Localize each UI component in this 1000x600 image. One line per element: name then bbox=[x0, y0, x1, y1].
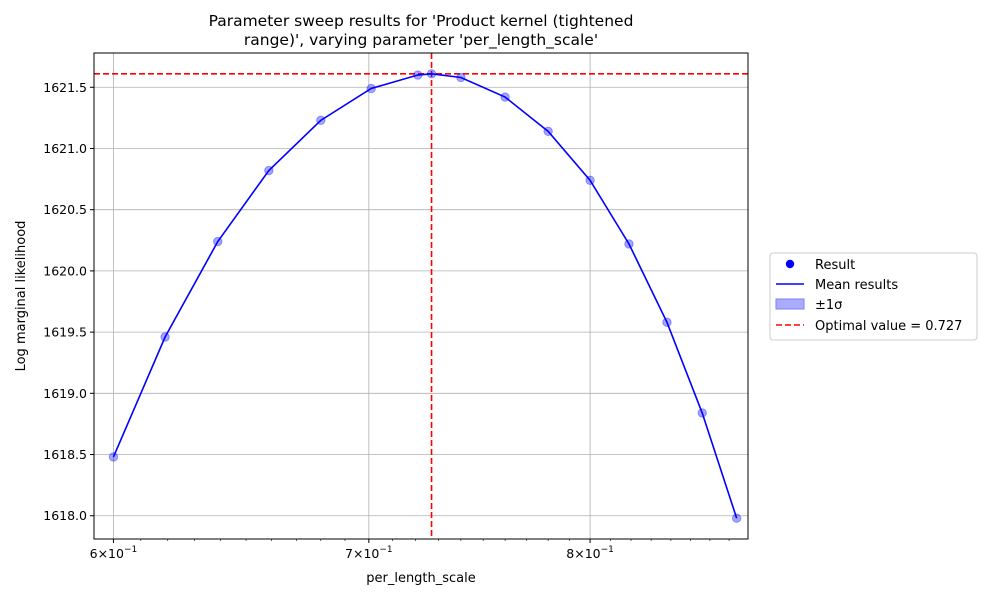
legend: Result Mean results ±1σ Optimal value = … bbox=[769, 252, 978, 341]
y-axis-label: Log marginal likelihood bbox=[14, 221, 29, 372]
legend-mean-label: Mean results bbox=[815, 278, 898, 293]
result-points bbox=[108, 69, 742, 523]
result-point bbox=[426, 69, 437, 79]
y-tick-label: 1620.5 bbox=[43, 202, 87, 217]
result-point bbox=[456, 72, 466, 83]
plot-area-frame bbox=[93, 52, 749, 540]
result-point bbox=[264, 165, 274, 176]
y-tick-label: 1618.0 bbox=[43, 508, 87, 523]
result-point bbox=[585, 175, 595, 186]
result-point bbox=[316, 115, 326, 126]
y-tick-label: 1618.5 bbox=[43, 447, 87, 462]
axis-ticks: 1618.0 1618.5 1619.0 1619.5 1620.0 1620.5 1621… bbox=[43, 80, 730, 561]
chart-title-line-2: range)', varying parameter 'per_length_s… bbox=[244, 31, 598, 50]
legend-box bbox=[769, 252, 978, 341]
mean-results-line-group bbox=[112, 73, 738, 519]
result-point bbox=[731, 513, 742, 523]
result-point bbox=[697, 408, 707, 418]
optimal-reference-lines bbox=[94, 53, 748, 539]
mean-results-line bbox=[112, 73, 738, 519]
x-tick-label: 7×10−1 bbox=[345, 545, 393, 561]
result-point bbox=[543, 126, 553, 137]
result-point bbox=[662, 317, 672, 328]
chart-title-line-1: Parameter sweep results for 'Product ker… bbox=[209, 12, 634, 30]
result-point bbox=[624, 239, 634, 249]
legend-sigma-label: ±1σ bbox=[815, 298, 842, 313]
result-point bbox=[500, 92, 510, 102]
y-tick-label: 1620.0 bbox=[43, 263, 87, 278]
result-point bbox=[160, 332, 170, 342]
result-point bbox=[108, 452, 119, 462]
y-tick-label: 1619.0 bbox=[43, 386, 87, 401]
x-tick-label: 6×10−1 bbox=[90, 545, 138, 561]
legend-result-label: Result bbox=[815, 258, 855, 273]
result-point bbox=[366, 83, 376, 94]
y-tick-label: 1621.5 bbox=[43, 80, 87, 95]
y-tick-label: 1621.0 bbox=[43, 141, 87, 156]
x-tick-label: 8×10−1 bbox=[566, 545, 614, 561]
grid-lines bbox=[94, 53, 748, 539]
legend-result-marker bbox=[785, 259, 795, 269]
y-tick-label: 1619.5 bbox=[43, 325, 87, 340]
result-point bbox=[213, 236, 223, 247]
result-point bbox=[413, 70, 423, 80]
x-axis-label: per_length_scale bbox=[366, 571, 476, 586]
legend-optimal-label: Optimal value = 0.727 bbox=[815, 319, 962, 334]
legend-sigma-patch bbox=[775, 298, 805, 310]
